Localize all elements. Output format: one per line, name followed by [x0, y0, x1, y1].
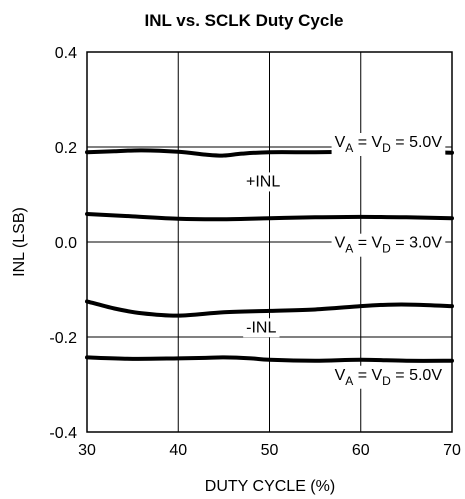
y-tick-label: -0.4 [49, 425, 77, 442]
annotation-background [242, 172, 284, 192]
annotation-va-3v: VA = VD = 3.0V [335, 235, 443, 256]
chart-title: INL vs. SCLK Duty Cycle [144, 11, 343, 30]
x-tick-label: 40 [169, 442, 187, 459]
series-line-neg-5v [85, 355, 454, 363]
tick-label-layer: 30 40 50 60 70 -0.4 -0.2 0.0 0.2 0.4 [49, 45, 461, 459]
x-tick-label: 70 [443, 442, 461, 459]
x-tick-label: 30 [78, 442, 96, 459]
y-tick-label: -0.2 [49, 330, 77, 347]
series-line-neg-3v [85, 299, 454, 318]
y-tick-label: 0.2 [55, 140, 77, 157]
annotation-va-5v-top: VA = VD = 5.0V [335, 134, 443, 155]
annotation-background [331, 233, 446, 257]
series-line-pos-3v [85, 211, 454, 222]
annotation-background [331, 365, 446, 389]
plot-frame [86, 51, 453, 433]
y-tick-label: 0.0 [55, 235, 77, 252]
annotation-background [243, 318, 280, 338]
annotation-layer: VA = VD = 5.0V +INL VA = VD = 3.0V -INL VA =… [242, 133, 446, 389]
annotation-plus-inl: +INL [246, 173, 280, 190]
x-axis-label: DUTY CYCLE (%) [205, 478, 335, 495]
annotation-background [331, 133, 446, 156]
annotation-va-5v-bottom: VA = VD = 5.0V [335, 367, 443, 388]
y-tick-label: 0.4 [55, 45, 77, 62]
x-tick-label: 60 [352, 442, 370, 459]
x-tick-label: 50 [261, 442, 279, 459]
annotation-minus-inl: -INL [246, 319, 276, 336]
y-axis-label: INL (LSB) [11, 207, 28, 277]
